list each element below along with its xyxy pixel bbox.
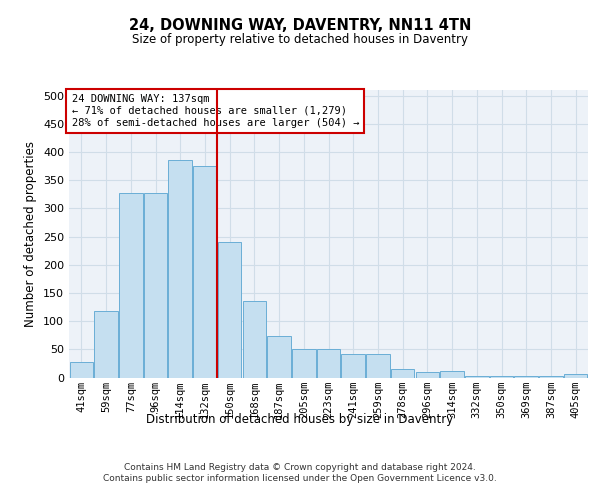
Bar: [193, 166, 217, 378]
Bar: [341, 354, 365, 378]
Bar: [317, 350, 340, 378]
Bar: [119, 192, 143, 378]
Bar: [564, 374, 587, 378]
Bar: [94, 311, 118, 378]
Bar: [514, 376, 538, 378]
Bar: [416, 372, 439, 378]
Text: Size of property relative to detached houses in Daventry: Size of property relative to detached ho…: [132, 32, 468, 46]
Text: Contains HM Land Registry data © Crown copyright and database right 2024.: Contains HM Land Registry data © Crown c…: [124, 462, 476, 471]
Bar: [242, 302, 266, 378]
Bar: [391, 369, 415, 378]
Text: Distribution of detached houses by size in Daventry: Distribution of detached houses by size …: [146, 412, 454, 426]
Bar: [366, 354, 389, 378]
Bar: [169, 160, 192, 378]
Bar: [440, 370, 464, 378]
Text: 24, DOWNING WAY, DAVENTRY, NN11 4TN: 24, DOWNING WAY, DAVENTRY, NN11 4TN: [129, 18, 471, 32]
Bar: [539, 376, 563, 378]
Bar: [144, 192, 167, 378]
Text: Contains public sector information licensed under the Open Government Licence v3: Contains public sector information licen…: [103, 474, 497, 483]
Bar: [465, 376, 488, 378]
Text: 24 DOWNING WAY: 137sqm
← 71% of detached houses are smaller (1,279)
28% of semi-: 24 DOWNING WAY: 137sqm ← 71% of detached…: [71, 94, 359, 128]
Bar: [292, 350, 316, 378]
Bar: [490, 376, 513, 378]
Bar: [70, 362, 93, 378]
Y-axis label: Number of detached properties: Number of detached properties: [25, 141, 37, 327]
Bar: [218, 242, 241, 378]
Bar: [268, 336, 291, 378]
